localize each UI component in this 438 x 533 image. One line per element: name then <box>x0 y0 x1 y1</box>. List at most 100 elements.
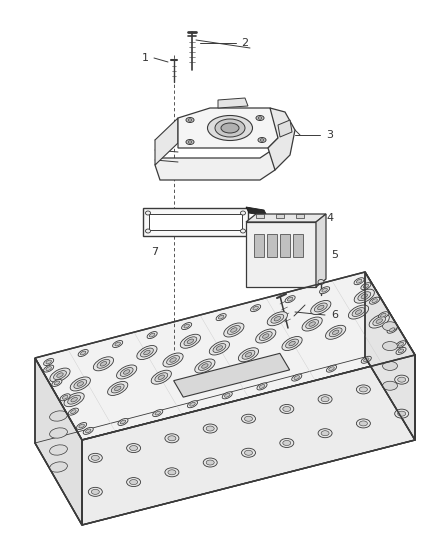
Polygon shape <box>296 214 304 218</box>
Ellipse shape <box>352 308 365 317</box>
Ellipse shape <box>382 322 398 331</box>
Ellipse shape <box>153 410 163 417</box>
Ellipse shape <box>186 117 194 123</box>
Polygon shape <box>82 355 415 525</box>
Ellipse shape <box>206 460 214 465</box>
Ellipse shape <box>240 229 246 233</box>
Ellipse shape <box>259 332 272 341</box>
Ellipse shape <box>292 374 302 381</box>
Ellipse shape <box>168 470 176 475</box>
Ellipse shape <box>318 279 324 285</box>
Polygon shape <box>178 108 278 148</box>
Polygon shape <box>155 118 178 165</box>
Ellipse shape <box>387 326 397 333</box>
Ellipse shape <box>168 436 176 441</box>
Ellipse shape <box>224 323 244 337</box>
Ellipse shape <box>256 329 276 343</box>
Text: 6: 6 <box>332 310 339 320</box>
Ellipse shape <box>74 379 87 389</box>
Ellipse shape <box>216 346 223 350</box>
Ellipse shape <box>256 116 264 120</box>
Polygon shape <box>155 148 275 180</box>
Ellipse shape <box>251 305 261 312</box>
Ellipse shape <box>354 278 364 285</box>
Ellipse shape <box>289 341 295 346</box>
Ellipse shape <box>62 395 68 399</box>
Polygon shape <box>35 358 82 525</box>
Ellipse shape <box>184 337 197 346</box>
Ellipse shape <box>357 385 371 394</box>
Ellipse shape <box>60 394 70 401</box>
Ellipse shape <box>364 358 369 362</box>
Ellipse shape <box>186 140 194 144</box>
Ellipse shape <box>357 419 371 428</box>
Ellipse shape <box>396 341 406 348</box>
Ellipse shape <box>130 480 138 484</box>
Ellipse shape <box>395 375 409 384</box>
Ellipse shape <box>49 428 67 438</box>
Ellipse shape <box>208 116 252 141</box>
Ellipse shape <box>287 297 293 301</box>
Ellipse shape <box>83 427 93 434</box>
Ellipse shape <box>309 322 315 326</box>
Ellipse shape <box>130 446 138 450</box>
Ellipse shape <box>354 289 374 303</box>
Ellipse shape <box>294 376 300 379</box>
Polygon shape <box>35 272 415 440</box>
Ellipse shape <box>147 332 157 338</box>
Polygon shape <box>149 214 242 230</box>
Ellipse shape <box>137 345 157 360</box>
Ellipse shape <box>54 381 60 385</box>
Ellipse shape <box>144 350 150 355</box>
Ellipse shape <box>398 377 406 382</box>
Ellipse shape <box>151 370 171 384</box>
Ellipse shape <box>165 468 179 477</box>
Ellipse shape <box>321 431 329 435</box>
Ellipse shape <box>238 348 258 362</box>
Ellipse shape <box>258 138 266 142</box>
Ellipse shape <box>314 303 327 312</box>
Ellipse shape <box>361 356 371 364</box>
Ellipse shape <box>253 306 258 310</box>
Ellipse shape <box>382 342 398 351</box>
Ellipse shape <box>77 382 84 386</box>
Ellipse shape <box>49 411 67 421</box>
Ellipse shape <box>145 211 151 215</box>
Ellipse shape <box>257 383 267 390</box>
Ellipse shape <box>70 377 90 391</box>
Ellipse shape <box>198 361 211 370</box>
Ellipse shape <box>71 398 78 402</box>
Text: 7: 7 <box>152 247 159 257</box>
Ellipse shape <box>188 141 192 143</box>
Ellipse shape <box>68 395 81 404</box>
Ellipse shape <box>381 313 386 317</box>
Ellipse shape <box>306 320 318 328</box>
Polygon shape <box>267 234 277 257</box>
Ellipse shape <box>382 381 398 390</box>
Ellipse shape <box>203 458 217 467</box>
Ellipse shape <box>44 359 54 366</box>
Ellipse shape <box>311 301 331 314</box>
Polygon shape <box>278 120 292 137</box>
Ellipse shape <box>318 429 332 438</box>
Polygon shape <box>246 214 326 222</box>
Ellipse shape <box>46 360 51 364</box>
Ellipse shape <box>227 326 240 334</box>
Ellipse shape <box>355 310 362 314</box>
Polygon shape <box>268 108 295 170</box>
Ellipse shape <box>85 429 91 433</box>
Ellipse shape <box>111 384 124 393</box>
Ellipse shape <box>113 341 123 348</box>
Ellipse shape <box>361 282 371 289</box>
Ellipse shape <box>49 445 67 455</box>
Ellipse shape <box>165 434 179 443</box>
Ellipse shape <box>382 361 398 370</box>
Ellipse shape <box>180 334 201 348</box>
Polygon shape <box>256 214 264 218</box>
Ellipse shape <box>398 411 406 416</box>
Ellipse shape <box>97 359 110 368</box>
Ellipse shape <box>91 489 99 494</box>
Ellipse shape <box>395 409 409 418</box>
Ellipse shape <box>78 350 88 357</box>
Ellipse shape <box>155 373 168 382</box>
